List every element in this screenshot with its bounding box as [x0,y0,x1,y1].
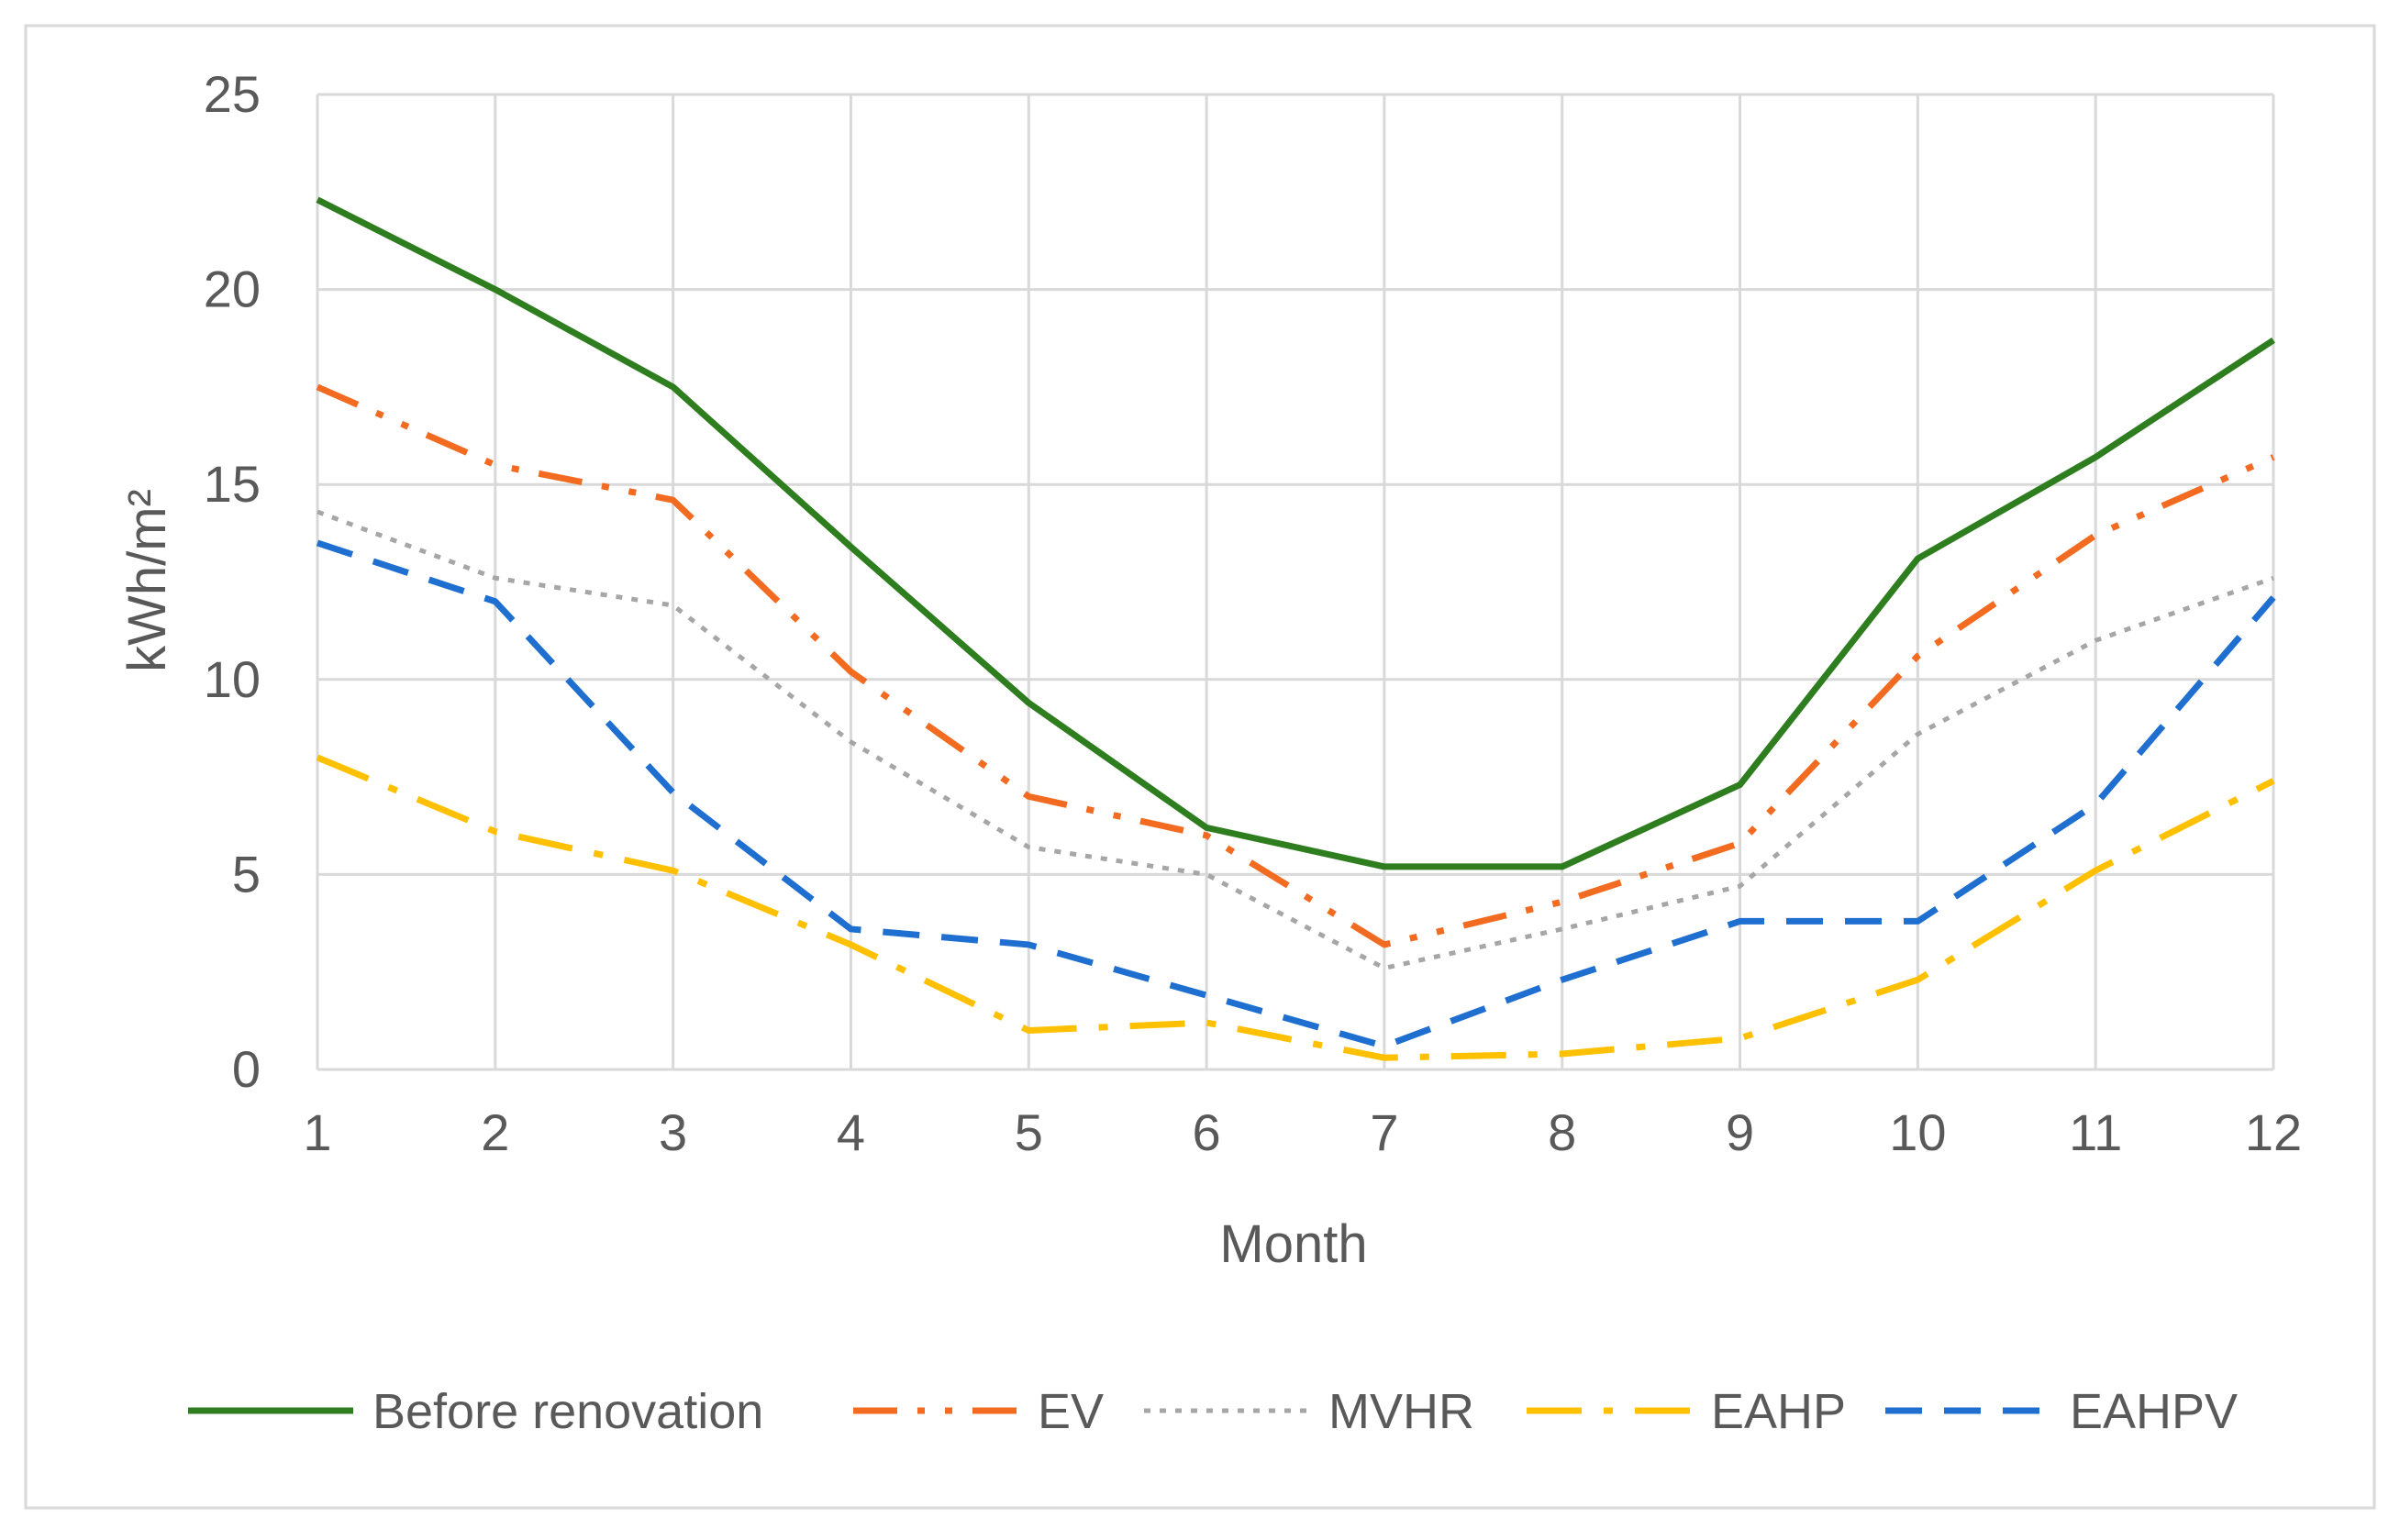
data-point [1383,865,1386,869]
x-tick-label: 8 [1548,1103,1576,1161]
data-point [2094,455,2097,459]
data-point [494,576,497,580]
data-point [316,510,319,514]
legend-label: EAHP [1711,1384,1846,1439]
data-point [849,943,852,947]
series-line-eahp [316,754,2275,1061]
series-line-eahpv [316,539,2276,1049]
y-tick-label: 15 [204,455,261,513]
data-point [849,545,852,548]
legend-label: Before renovation [372,1384,763,1439]
data-point [1916,919,1919,923]
data-point [1383,1044,1386,1047]
x-axis-title: Month [1219,1214,1367,1274]
series-line-before-renovation [316,196,2275,870]
data-point [1739,919,1742,923]
data-point [672,791,675,794]
x-tick-label: 1 [303,1103,331,1161]
data-point [2272,338,2275,342]
legend-label: EAHPV [2070,1384,2238,1439]
data-point [1205,1021,1208,1025]
x-tick-label: 7 [1370,1103,1398,1161]
y-axis-ticks: 0 5 10 15 20 25 [204,65,261,1098]
x-tick-label: 12 [2245,1103,2302,1161]
data-point [2094,638,2097,642]
data-point [672,385,675,389]
data-point [849,670,852,673]
y-tick-label: 25 [204,65,261,123]
data-point [672,604,675,607]
data-point [1739,841,1742,845]
data-point [1027,1028,1030,1032]
y-tick-label: 10 [204,650,261,708]
data-point [1561,865,1564,869]
data-point [494,830,497,834]
data-point [494,600,497,604]
y-tick-label: 5 [232,845,261,903]
data-point [316,541,319,545]
data-point [316,385,319,389]
series-lines [316,196,2276,1061]
data-point [1561,927,1564,931]
legend-label: MVHR [1328,1384,1474,1439]
data-point [316,756,319,759]
x-tick-label: 5 [1015,1103,1043,1161]
data-point [1916,732,1919,736]
data-point [1916,557,1919,560]
data-point [1027,846,1030,849]
data-point [672,869,675,872]
data-point [2272,596,2275,600]
data-point [849,927,852,931]
data-point [672,498,675,502]
data-point [2094,803,2097,806]
data-point [1739,783,1742,787]
data-point [1383,1056,1386,1059]
data-point [2272,576,2275,580]
legend-label: EV [1038,1384,1104,1439]
gridlines [316,93,2275,1071]
data-point [1561,1052,1564,1056]
data-point [849,740,852,744]
series-line-mvhr [317,509,2274,970]
data-point [2094,533,2097,537]
data-point [1561,978,1564,981]
data-point [1205,825,1208,829]
x-tick-label: 9 [1726,1103,1754,1161]
x-tick-label: 2 [481,1103,509,1161]
y-axis-title: kWh/m² [117,489,177,672]
x-tick-label: 6 [1193,1103,1221,1161]
data-point [2094,869,2097,872]
y-tick-label: 20 [204,260,261,318]
data-point [1205,834,1208,837]
x-axis-ticks: 1 2 3 4 5 6 7 8 9 10 11 12 [303,1103,2302,1161]
data-point [316,198,319,202]
x-tick-label: 10 [1889,1103,1946,1161]
data-point [1561,900,1564,903]
chart-border [24,24,2376,1510]
data-point [1916,654,1919,658]
data-point [1739,884,1742,888]
data-point [1205,993,1208,997]
data-point [1739,1036,1742,1040]
data-point [2272,455,2275,459]
data-point [494,288,497,292]
data-point [1027,794,1030,798]
data-point [1027,943,1030,947]
data-point [1027,701,1030,704]
data-point [2272,779,2275,782]
x-tick-label: 3 [659,1103,687,1161]
legend: Before renovation EV MVHR EAHP EAHPV [188,1384,2238,1439]
data-point [1383,943,1386,947]
y-tick-label: 0 [232,1040,261,1098]
x-tick-label: 4 [837,1103,865,1161]
data-point [1205,872,1208,876]
data-point [1383,966,1386,969]
data-point [494,463,497,467]
x-tick-label: 11 [2069,1103,2122,1161]
data-point [1916,978,1919,981]
